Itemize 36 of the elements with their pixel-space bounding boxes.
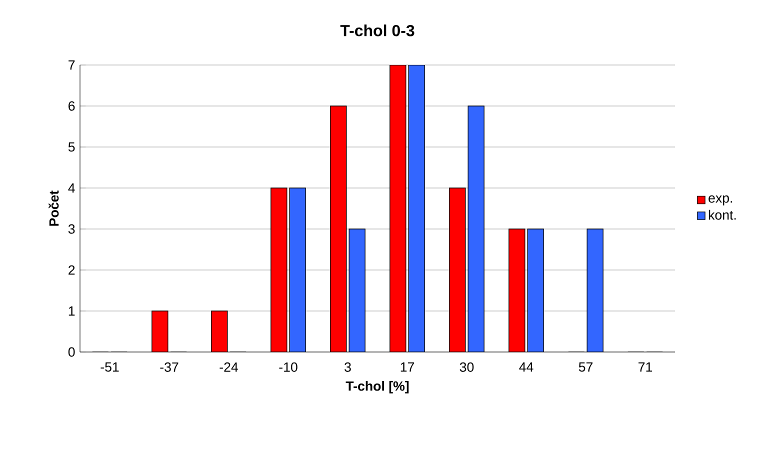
x-tick-label: 3: [344, 362, 351, 372]
bar: [586, 228, 604, 352]
bar: [390, 65, 406, 352]
y-tick-label: 5: [68, 142, 75, 152]
bar: [289, 188, 306, 352]
bar: [270, 188, 288, 352]
bar: [211, 310, 228, 352]
x-tick-label: -24: [220, 362, 238, 372]
bar: [348, 228, 366, 352]
x-tick-label: 57: [578, 362, 593, 372]
y-tick-label: 7: [68, 60, 75, 70]
y-tick-label: 0: [68, 347, 75, 357]
bar: [408, 65, 425, 352]
y-tick-label: 4: [68, 183, 75, 193]
x-tick-label: -37: [160, 362, 178, 372]
x-tick-label: 30: [460, 362, 474, 372]
x-tick-label: 71: [638, 362, 652, 372]
bar: [508, 228, 526, 352]
y-tick-label: 3: [68, 224, 75, 234]
legend-label: kont.: [708, 210, 736, 220]
y-tick-label: 1: [68, 306, 75, 316]
x-axis-title: T-chol [%]: [346, 380, 409, 394]
x-tick-label: 44: [519, 362, 534, 372]
x-tick-label: -51: [100, 362, 119, 372]
y-tick-label: 2: [68, 265, 75, 275]
y-axis-title: Počet: [48, 190, 59, 226]
chart-title: T-chol 0-3: [340, 24, 414, 36]
x-tick-label: -10: [279, 362, 298, 372]
bar: [527, 228, 544, 352]
bar: [468, 106, 484, 352]
bar: [449, 188, 466, 352]
y-tick-label: 6: [68, 101, 75, 111]
bar: [330, 106, 347, 352]
legend-label: exp.: [708, 195, 732, 206]
bar: [152, 310, 168, 352]
x-tick-label: 17: [400, 362, 414, 372]
